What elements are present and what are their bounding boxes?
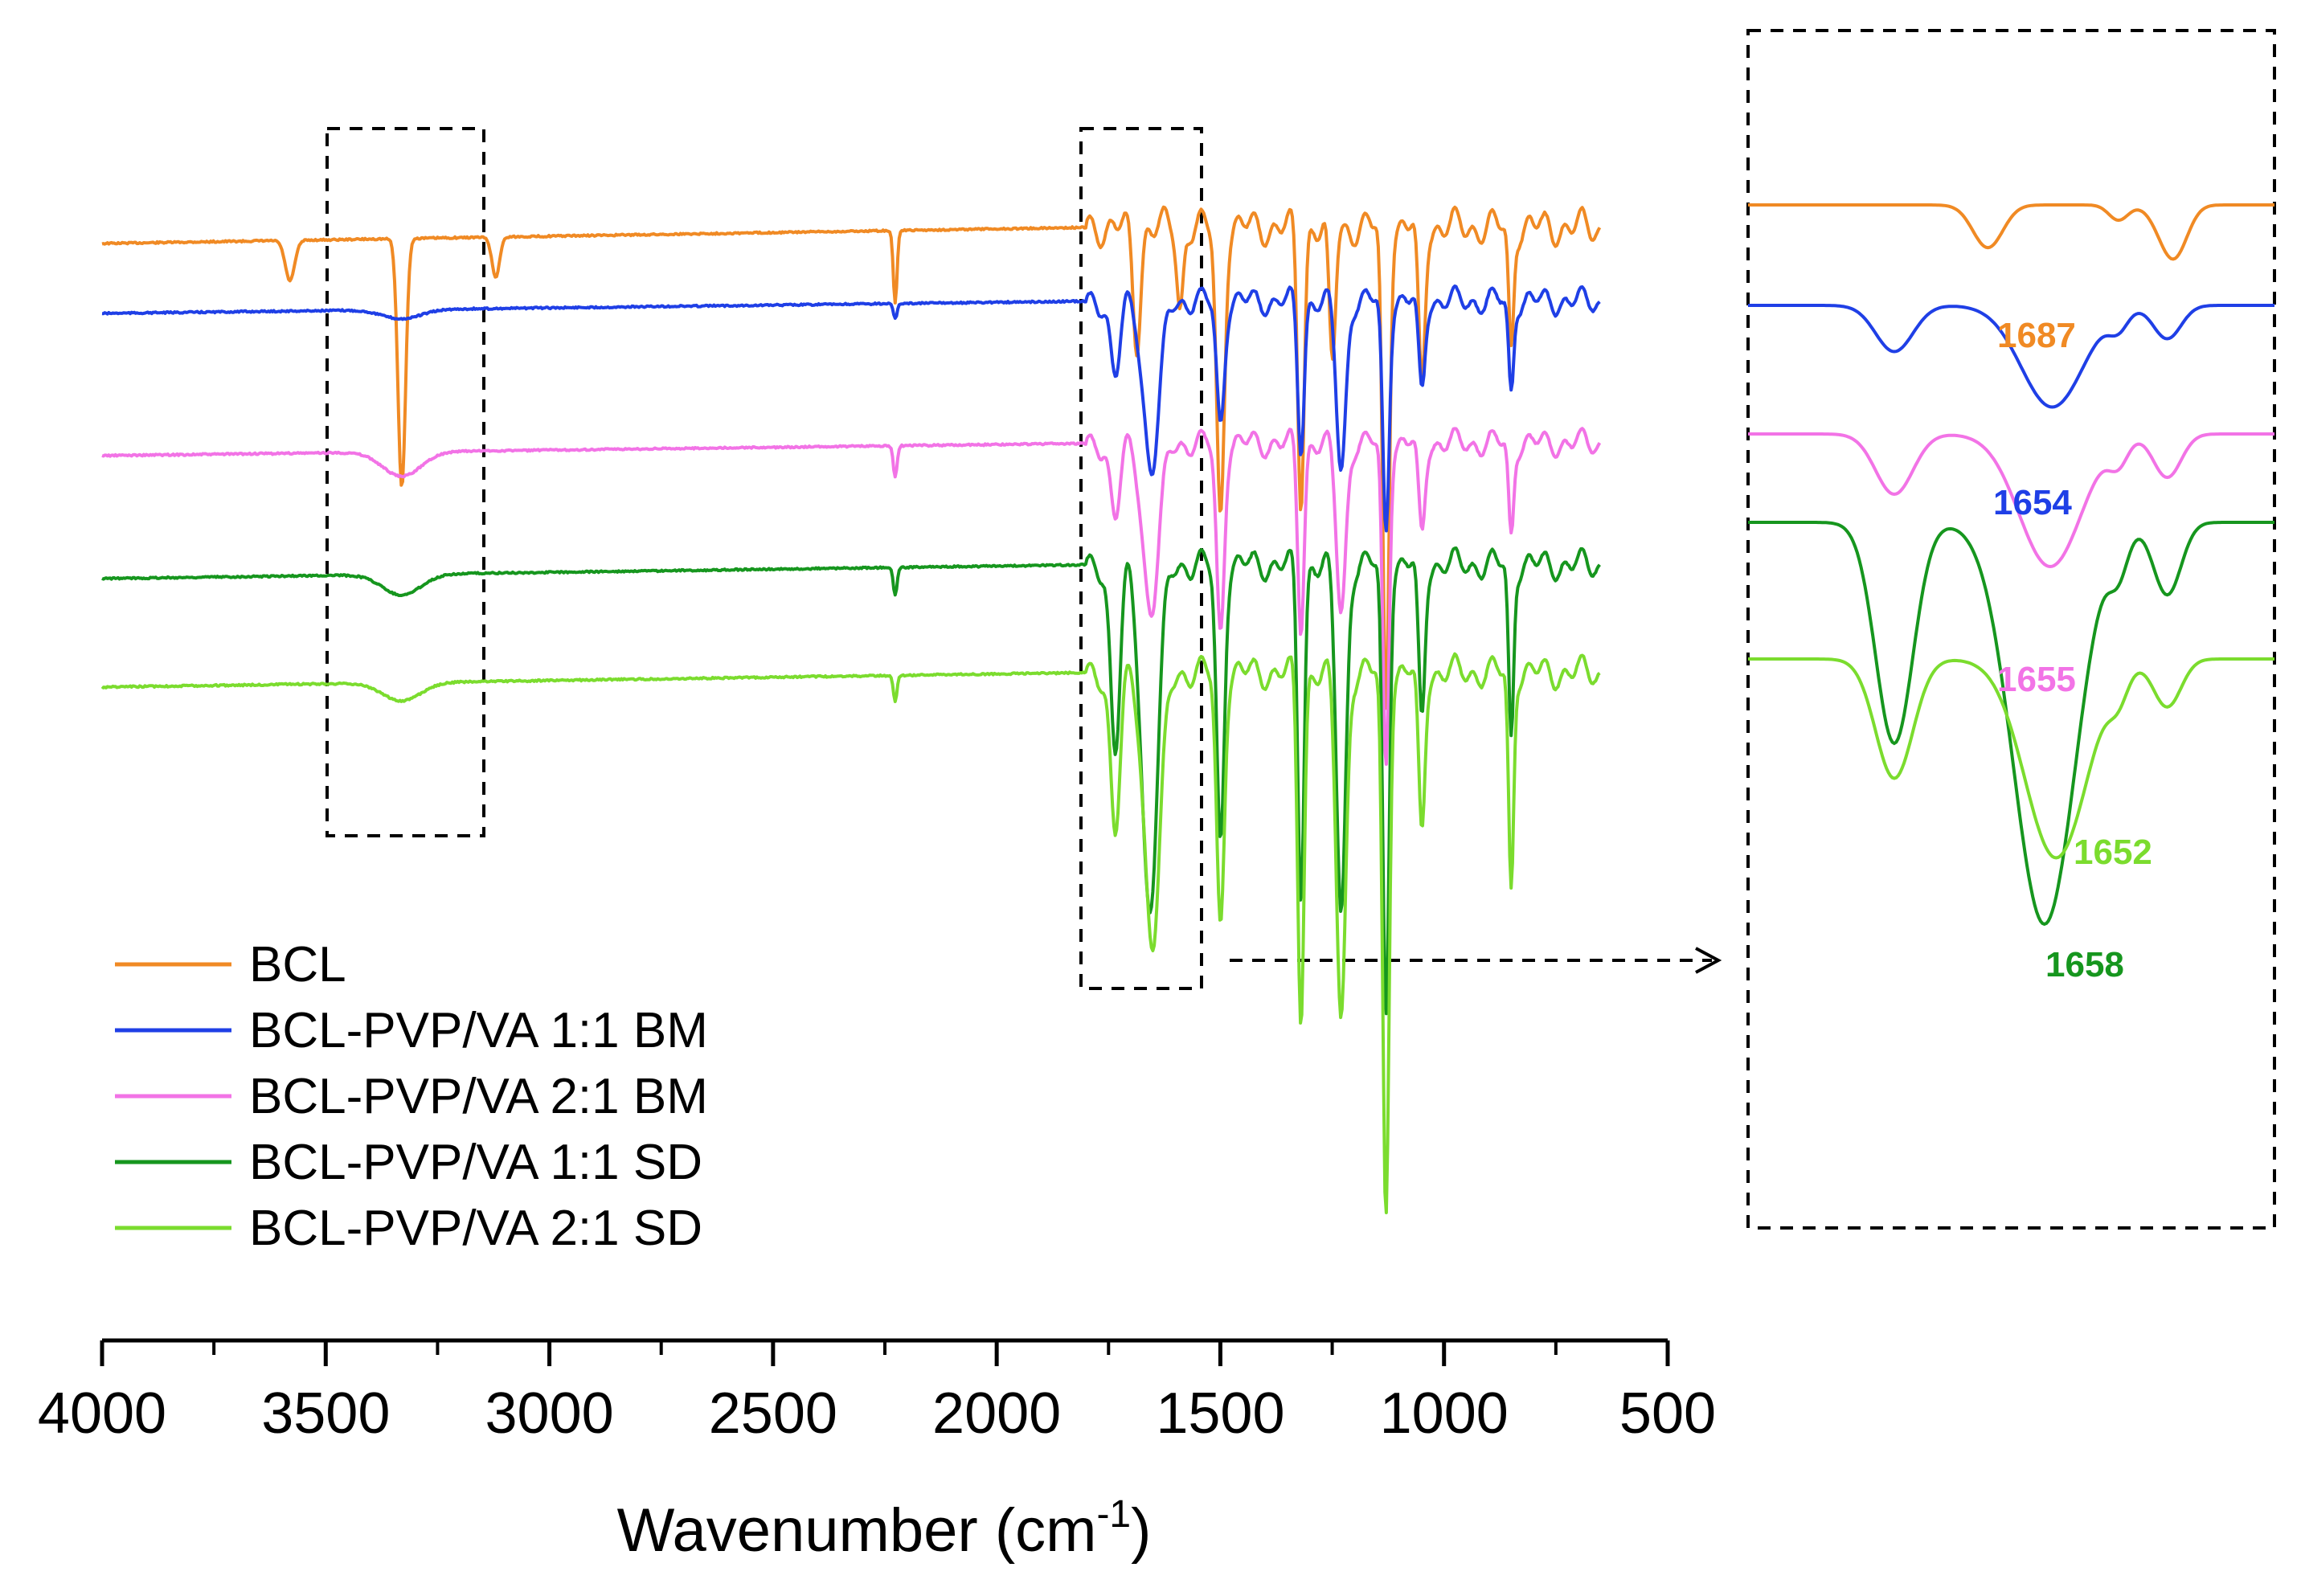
inset-series-line-2 [1748,432,2274,569]
legend-label: BCL-PVP/VA 2:1 BM [249,1069,708,1124]
series-line-3 [101,546,1601,1016]
inset-frame [1746,29,2276,1230]
series-line-4 [100,652,1601,1214]
legend-label: BCL-PVP/VA 1:1 SD [249,1135,702,1190]
x-axis: 4000 3500 3000 2500 2000 1500 1000 500 [38,1338,1716,1446]
nh-region-box [325,127,485,837]
inset-series [1748,203,2274,927]
inset-series-line-3 [1748,521,2274,927]
inset-series-line-4 [1748,657,2274,860]
inset-peak-label: 1652 [2074,833,2152,872]
inset-peak-label: 1687 [1997,316,2076,355]
legend: BCL BCL-PVP/VA 1:1 BM BCL-PVP/VA 2:1 BM BCL… [115,937,708,1256]
co-region-box [1079,127,1203,990]
inset-peak-label: 1655 [1997,660,2076,699]
x-tick-label: 1500 [1156,1381,1284,1446]
x-tick-label: 2500 [709,1381,837,1446]
inset-arrow [1230,947,1722,974]
legend-label: BCL [249,937,346,992]
series-line-0 [101,205,1602,710]
legend-label: BCL-PVP/VA 1:1 BM [249,1003,708,1058]
main-series [100,205,1602,1214]
inset-labels: 1687 1654 1655 1658 1652 [1993,316,2152,984]
inset-peak-label: 1654 [1993,483,2072,522]
dashed-boxes [325,29,2276,1230]
x-tick-label: 4000 [38,1381,166,1446]
inset-series-line-1 [1748,304,2274,409]
x-tick-label: 3000 [485,1381,613,1446]
x-tick-label: 2000 [932,1381,1061,1446]
series-line-1 [101,284,1601,533]
legend-label: BCL-PVP/VA 2:1 SD [249,1201,702,1256]
series-line-2 [101,427,1602,766]
x-tick-label: 3500 [261,1381,390,1446]
x-tick-label: 500 [1619,1381,1716,1446]
inset-series-line-0 [1748,203,2274,261]
x-axis-title: Wavenumber (cm-1) [617,1493,1152,1565]
inset-peak-label: 1658 [2045,945,2124,984]
x-tick-label: 1000 [1380,1381,1509,1446]
